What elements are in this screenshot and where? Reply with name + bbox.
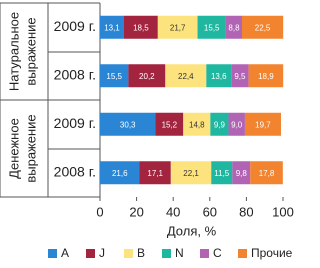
group-label: Натуральное: [6, 12, 21, 91]
bar-segment: [100, 64, 129, 88]
bar-segment: [157, 15, 198, 39]
value-label: 13,1: [104, 23, 120, 32]
value-label: 17,8: [259, 169, 275, 178]
value-label: 13,6: [211, 72, 227, 81]
group-label: Денежное: [6, 118, 21, 179]
y-tick-label: 2008 г.: [54, 163, 96, 179]
legend-label: N: [175, 246, 184, 260]
legend-label: J: [99, 246, 105, 260]
y-tick-label: 2009 г.: [54, 18, 96, 34]
bar-segment: [100, 112, 156, 136]
value-label: 22,5: [255, 23, 271, 32]
bar-segment: [250, 161, 283, 185]
bar-segment: [248, 64, 284, 88]
value-label: 8,8: [228, 23, 240, 32]
value-label: 11,5: [214, 169, 230, 178]
value-label: 15,5: [106, 72, 122, 81]
x-tick-label: 60: [203, 204, 217, 219]
legend-swatch: [48, 249, 57, 258]
value-label: 9,5: [234, 72, 246, 81]
bar-segment: [244, 112, 281, 136]
x-axis-label: Доля, %: [167, 223, 217, 238]
bar-segment: [197, 15, 226, 39]
legend-swatch: [238, 249, 247, 258]
legend-swatch: [162, 249, 171, 258]
legend-label: C: [213, 246, 222, 260]
x-tick-label: 0: [96, 204, 103, 219]
value-label: 15,5: [204, 23, 220, 32]
legend-swatch: [200, 249, 209, 258]
bar-segment: [225, 15, 243, 39]
group-label: выражение: [23, 114, 38, 182]
bar-segment: [211, 161, 233, 185]
y-tick-label: 2009 г.: [54, 115, 96, 131]
value-label: 14,8: [189, 120, 205, 129]
group-label: выражение: [23, 17, 38, 85]
bar-segment: [165, 64, 207, 88]
value-label: 9,0: [231, 120, 243, 129]
value-label: 9,9: [214, 120, 226, 129]
bar-segment: [100, 15, 124, 39]
legend-label: Прочие: [251, 246, 293, 260]
x-tick-label: 100: [272, 204, 294, 219]
value-label: 21,6: [112, 169, 128, 178]
bar-segment: [170, 161, 212, 185]
bar-segment: [232, 161, 251, 185]
value-label: 22,1: [183, 169, 199, 178]
value-label: 9,8: [236, 169, 248, 178]
bar-segment: [210, 112, 229, 136]
value-label: 21,7: [170, 23, 186, 32]
bar-segment: [123, 15, 158, 39]
bar-segment: [242, 15, 284, 39]
value-label: 18,5: [133, 23, 149, 32]
value-label: 22,4: [178, 72, 194, 81]
bar-segment: [206, 64, 232, 88]
value-label: 18,9: [258, 72, 274, 81]
bar-segment: [183, 112, 211, 136]
value-label: 20,2: [139, 72, 155, 81]
value-label: 30,3: [120, 120, 136, 129]
value-label: 15,2: [162, 120, 178, 129]
y-tick-label: 2008 г.: [54, 66, 96, 82]
legend-swatch: [86, 249, 95, 258]
bar-segment: [128, 64, 166, 88]
bar-segment: [100, 161, 140, 185]
bar-segment: [228, 112, 245, 136]
value-label: 19,7: [255, 120, 271, 129]
bar-segment: [139, 161, 171, 185]
bar-segment: [155, 112, 184, 136]
x-tick-label: 40: [166, 204, 180, 219]
x-tick-label: 80: [239, 204, 253, 219]
legend-swatch: [124, 249, 133, 258]
x-tick-label: 20: [129, 204, 143, 219]
value-label: 17,1: [147, 169, 163, 178]
legend-label: A: [61, 246, 69, 260]
bar-segment: [231, 64, 249, 88]
legend-label: B: [137, 246, 145, 260]
